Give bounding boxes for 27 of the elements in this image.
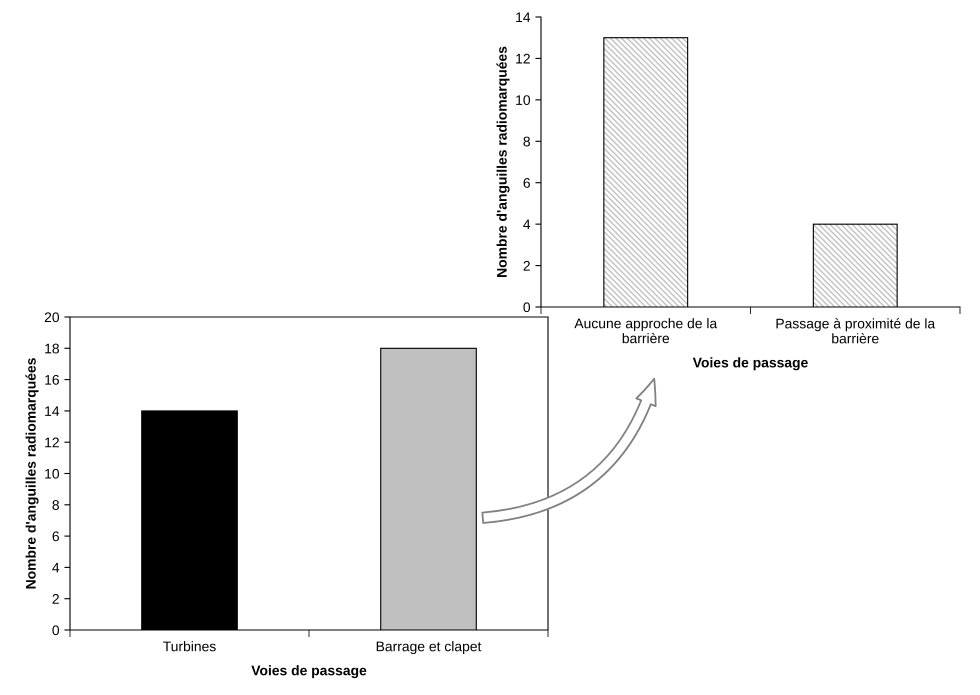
x-axis-title: Voies de passage [692,357,808,370]
y-tick-label: 12 [45,438,59,448]
y-axis-title: Nombre d'anguilles radiomarquées [25,358,39,588]
y-tick-label: 12 [516,54,530,64]
y-axis-title: Nombre d'anguilles radiomarquées [496,46,510,277]
x-axis-title: Voies de passage [251,665,366,678]
y-tick-label: 20 [44,312,60,322]
x-tick-label: Passage à proximité de la barrière [776,318,936,344]
y-tick-label: 18 [45,344,59,354]
y-tick-label: 4 [52,562,60,572]
y-tick-label: 10 [45,468,60,479]
y-tick-label: 10 [516,95,530,106]
y-tick-label: 0 [52,625,60,636]
y-tick-label: 0 [523,302,530,312]
y-tick-label: 14 [516,12,530,22]
x-tick-label: Aucune approche de la barrière [574,318,718,344]
y-tick-label: 8 [52,500,59,510]
y-tick-label: 2 [524,260,530,271]
y-tick-label: 14 [45,406,60,416]
y-tick-label: 6 [524,178,530,188]
y-tick-label: 8 [523,136,530,146]
x-tick-label: Turbines [163,641,216,652]
y-tick-label: 6 [52,531,59,542]
x-tick-label: Barrage et clapet [376,641,482,654]
y-tick-label: 4 [523,220,530,230]
y-tick-label: 16 [45,374,59,385]
y-tick-label: 2 [52,594,59,604]
